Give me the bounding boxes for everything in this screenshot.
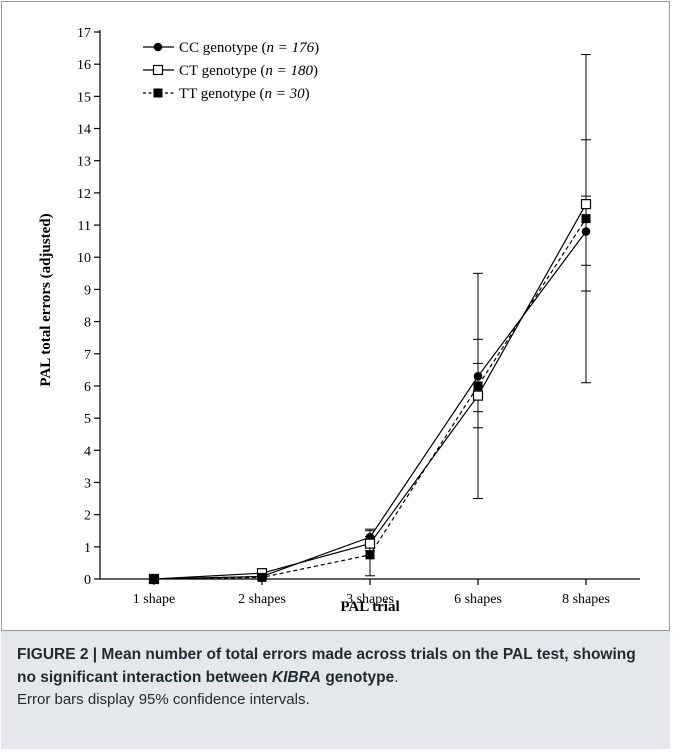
y-tick-label: 4 xyxy=(84,444,91,459)
legend: CC genotype (n = 176) CT genotype (n = 1… xyxy=(143,40,319,102)
caption-title: FIGURE 2 | Mean number of total errors m… xyxy=(17,646,636,686)
point-tt xyxy=(581,214,591,224)
y-tick-label: 7 xyxy=(84,348,91,363)
y-tick-label: 16 xyxy=(77,58,91,73)
y-tick-label: 1 xyxy=(84,541,91,556)
figure-caption: FIGURE 2 | Mean number of total errors m… xyxy=(1,630,670,749)
legend-item-cc: CC genotype (n = 176) xyxy=(143,40,319,56)
series-line-0 xyxy=(153,231,587,580)
legend-item-tt: TT genotype (n = 30) xyxy=(143,86,310,102)
series-line-1 xyxy=(153,203,587,580)
point-ct xyxy=(364,538,376,549)
y-tick-label: 9 xyxy=(84,283,91,298)
x-tick-label: 6 shapes xyxy=(454,592,502,607)
caption-gene: KIBRA xyxy=(271,669,322,686)
point-tt xyxy=(365,550,375,560)
point-tt xyxy=(149,574,159,584)
error-bars xyxy=(257,54,591,580)
y-axis-title: PAL total errors (adjusted) xyxy=(38,213,54,386)
legend-marker-ct xyxy=(152,64,164,76)
caption-note: Error bars display 95% confidence interv… xyxy=(17,691,310,708)
legend-marker-cc xyxy=(153,42,163,52)
y-tick-label: 14 xyxy=(77,123,91,138)
point-tt xyxy=(257,572,267,582)
y-tick-label: 15 xyxy=(77,90,91,105)
x-tick-label: 3 shapes xyxy=(346,592,394,607)
series-lines xyxy=(153,203,587,580)
legend-label-ct: CT genotype (n = 180) xyxy=(179,63,318,79)
y-tick-label: 13 xyxy=(77,155,91,170)
legend-label-tt: TT genotype (n = 30) xyxy=(179,86,310,102)
legend-label-cc: CC genotype (n = 176) xyxy=(179,40,319,56)
x-axis-title: PAL trial xyxy=(340,599,399,615)
y-tick-label: 8 xyxy=(84,316,91,331)
point-ct xyxy=(472,390,484,401)
y-tick-label: 5 xyxy=(84,412,91,427)
y-tick-label: 10 xyxy=(77,251,91,266)
y-tick-label: 6 xyxy=(84,380,91,395)
x-tick-label: 2 shapes xyxy=(238,592,286,607)
point-ct xyxy=(580,199,592,210)
series-line-2 xyxy=(153,218,587,580)
legend-item-ct: CT genotype (n = 180) xyxy=(143,63,318,79)
series-markers xyxy=(148,199,592,585)
y-tick-label: 12 xyxy=(77,187,91,202)
y-tick-label: 3 xyxy=(84,476,91,491)
y-tick-label: 17 xyxy=(77,26,91,41)
y-tick-label: 11 xyxy=(78,219,91,234)
x-tick-label: 8 shapes xyxy=(562,592,610,607)
x-tick-label: 1 shape xyxy=(133,592,175,607)
y-tick-label: 2 xyxy=(84,509,91,524)
point-cc xyxy=(581,227,591,236)
y-tick-label: 0 xyxy=(84,573,91,588)
legend-marker-tt xyxy=(153,88,163,98)
point-cc xyxy=(473,371,483,381)
point-tt xyxy=(473,381,483,391)
